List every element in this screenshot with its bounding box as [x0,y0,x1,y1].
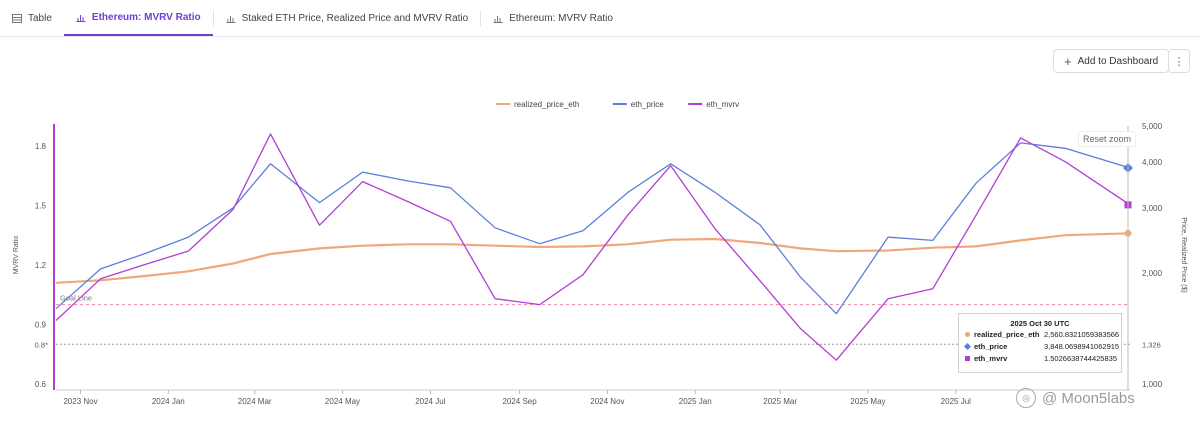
x-tick-label: 2025 Jul [941,397,971,406]
left-tick-label: 0.6 [35,380,47,389]
tooltip-key: eth_mvrv [974,354,1008,363]
left-tick-label: 1.8 [35,142,47,151]
mvrv-chart: realized_price_eth eth_price eth_mvrv 1.81… [13,100,1187,406]
tooltip-key: eth_price [974,342,1008,351]
tab-label: Staked ETH Price, Realized Price and MVR… [241,12,469,24]
watermark: ◎ @ Moon5labs [1016,388,1135,408]
x-tick-label: 2024 Mar [238,397,272,406]
chart-markers [1123,126,1133,390]
add-to-dashboard-label: Add to Dashboard [1077,55,1159,67]
x-tick-label: 2025 Mar [763,397,797,406]
x-tick-label: 2023 Nov [63,397,97,406]
chart-grid: Goal Line 0.8* 1,326 [35,294,1161,350]
tooltip-key: realized_price_eth [974,330,1040,339]
right-tick-label: 3,000 [1142,204,1163,213]
watermark-text: @ Moon5labs [1042,389,1135,407]
chart-icon [493,15,503,23]
tab-label: Ethereum: MVRV Ratio [509,12,613,24]
logo-icon: ◎ [1016,388,1036,408]
goal-line-label: Goal Line [60,294,92,303]
right-tick-label: 1,000 [1142,380,1163,389]
series-line-realized-price-eth [55,232,1131,284]
diamond-marker-icon [963,342,972,351]
left-axis-title: MVRV Ratio [13,236,20,274]
tab-ethereum-mvrv-ratio[interactable]: Ethereum: MVRV Ratio [63,0,213,36]
right-tick-label: 2,000 [1142,269,1163,278]
chart-icon [76,14,86,22]
x-tick-label: 2025 May [850,397,885,406]
x-tick-label: 2024 Nov [590,397,624,406]
x-tick-label: 2025 Jan [679,397,712,406]
tooltip-row: eth_mvrv 1.5026638744425835 [965,354,1117,363]
tab-divider [212,10,214,26]
left-tick-label: 1.2 [35,261,47,270]
x-tick-label: 2024 Jan [152,397,185,406]
reference-line-left-label: 0.8* [35,340,48,349]
legend-label: eth_mvrv [706,100,739,109]
right-axis-title: Price, Realized Price ($) [1180,217,1187,292]
tab-bar: Table Ethereum: MVRV Ratio Staked ETH Pr… [0,0,1200,37]
reference-line-right-label: 1,326 [1142,340,1161,349]
tab-label: Ethereum: MVRV Ratio [91,11,201,23]
right-tick-label: 5,000 [1142,122,1163,131]
tooltip-row: eth_price 3,848.0698941062915 [963,342,1120,351]
chart-legend: realized_price_eth eth_price eth_mvrv [496,100,739,109]
right-tick-label: 4,000 [1142,158,1163,167]
series-line-eth-mvrv [55,133,1131,361]
tooltip-value: 2,560.8321059383566 [1044,330,1120,339]
reset-zoom-button[interactable]: Reset zoom [1078,131,1137,147]
chart-axes: 1.8 1.5 1.2 0.9 0.6 5,000 4,000 3,000 2,000 1,000… [13,122,1187,406]
tab-ethereum-mvrv-ratio-2[interactable]: Ethereum: MVRV Ratio [481,0,625,36]
more-options-button[interactable]: ⋮ [1168,49,1190,73]
tooltip-row: realized_price_eth 2,560.8321059383566 [965,330,1119,339]
add-to-dashboard-button[interactable]: + Add to Dashboard [1053,49,1170,73]
tab-table[interactable]: Table [0,0,64,36]
more-vertical-icon: ⋮ [1173,55,1185,68]
tooltip-value: 3,848.0698941062915 [1044,342,1120,351]
tab-label: Table [28,12,52,24]
x-tick-label: 2024 May [325,397,360,406]
tab-staked-eth-price[interactable]: Staked ETH Price, Realized Price and MVR… [214,0,481,36]
x-tick-label: 2024 Jul [415,397,445,406]
chart-series [55,133,1131,361]
plus-icon: + [1064,53,1072,69]
reset-zoom-label: Reset zoom [1083,134,1132,144]
tooltip-title: 2025 Oct 30 UTC [1010,319,1070,328]
legend-label: eth_price [631,100,664,109]
left-tick-label: 0.9 [35,320,47,329]
tab-divider [480,10,482,26]
left-tick-label: 1.5 [35,201,47,210]
table-icon [12,13,22,23]
series-line-eth-price [55,142,1131,315]
square-marker-icon [965,356,970,361]
chart-tooltip: 2025 Oct 30 UTC realized_price_eth 2,560… [958,313,1122,373]
x-tick-label: 2024 Sep [502,397,537,406]
tooltip-value: 1.5026638744425835 [1044,354,1117,363]
chart-icon [226,15,236,23]
legend-label: realized_price_eth [514,100,579,109]
circle-marker-icon [965,332,970,337]
